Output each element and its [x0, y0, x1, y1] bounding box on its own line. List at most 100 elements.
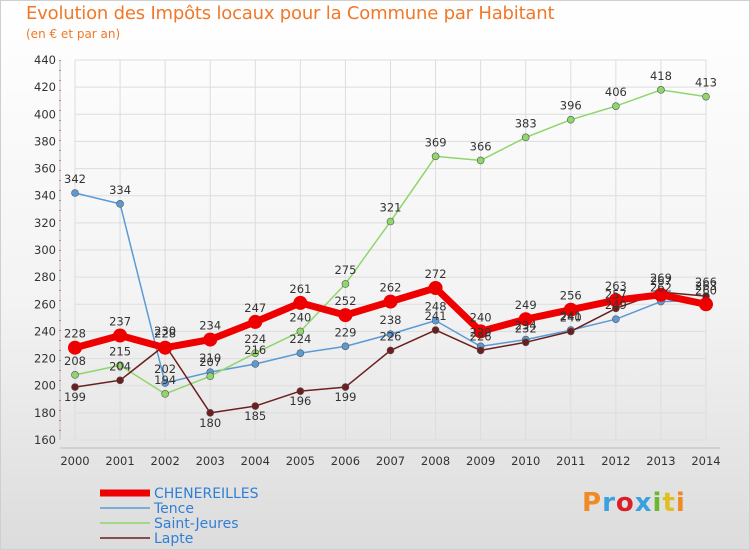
x-tick-label: 2007 — [376, 454, 405, 468]
x-tick-label: 2010 — [511, 454, 540, 468]
data-label: 247 — [244, 301, 266, 315]
y-tick-label: 220 — [34, 352, 56, 366]
data-point — [608, 293, 623, 308]
data-label: 196 — [289, 394, 311, 408]
proxiti-logo: Proxiti — [582, 488, 686, 518]
data-label: 248 — [425, 300, 447, 314]
data-label: 321 — [380, 201, 402, 215]
x-tick-label: 2008 — [421, 454, 450, 468]
data-label: 263 — [695, 279, 717, 293]
logo-letter: i — [652, 488, 663, 518]
data-point — [203, 332, 218, 347]
data-point — [251, 349, 260, 357]
x-tick-label: 2012 — [601, 454, 630, 468]
data-label: 342 — [64, 172, 86, 186]
data-label: 232 — [515, 321, 537, 335]
data-label: 228 — [154, 327, 176, 341]
x-tick-label: 2000 — [60, 454, 89, 468]
data-label: 241 — [560, 309, 582, 323]
data-label: 207 — [199, 355, 221, 369]
data-point — [158, 340, 173, 355]
data-point — [653, 287, 668, 302]
data-point — [657, 86, 665, 94]
data-label: 238 — [380, 313, 402, 327]
data-label: 240 — [470, 310, 492, 324]
data-label: 224 — [289, 332, 311, 346]
data-point — [71, 371, 79, 379]
data-label: 369 — [425, 135, 447, 149]
data-label: 263 — [605, 279, 627, 293]
data-point — [161, 390, 169, 398]
data-point — [386, 217, 395, 226]
data-label: 194 — [154, 373, 176, 387]
y-tick-label: 260 — [34, 297, 56, 311]
data-point — [521, 133, 530, 142]
data-point — [702, 92, 710, 101]
data-point — [341, 280, 350, 288]
logo-letter: o — [615, 488, 635, 518]
data-point — [518, 312, 533, 327]
data-point — [431, 326, 440, 334]
data-point — [428, 281, 443, 295]
data-label: 396 — [560, 99, 582, 113]
data-point — [386, 346, 395, 355]
data-label: 237 — [109, 315, 131, 329]
data-label: 269 — [650, 271, 672, 285]
data-point — [612, 102, 620, 110]
data-point — [341, 342, 350, 351]
data-label: 226 — [380, 329, 402, 343]
data-point — [116, 376, 124, 385]
data-label: 210 — [199, 351, 221, 365]
y-tick-label: 160 — [34, 433, 56, 447]
data-point — [473, 324, 488, 339]
data-label: 262 — [380, 281, 402, 295]
y-tick-label: 200 — [34, 379, 56, 393]
data-label: 413 — [695, 76, 717, 90]
x-tick-label: 2013 — [646, 454, 675, 468]
data-label: 226 — [470, 329, 492, 343]
data-label: 249 — [605, 298, 627, 312]
data-label: 229 — [470, 325, 492, 339]
data-point — [296, 327, 305, 336]
data-point — [566, 115, 575, 124]
y-tick-label: 400 — [34, 107, 56, 121]
data-point — [296, 387, 305, 395]
data-label: 216 — [244, 343, 266, 357]
data-label: 334 — [109, 183, 131, 197]
data-label: 267 — [650, 274, 672, 288]
data-label: 230 — [154, 324, 176, 338]
data-label: 224 — [244, 332, 266, 346]
x-tick-label: 2004 — [241, 454, 270, 468]
x-tick-label: 2014 — [691, 454, 720, 468]
data-point — [248, 314, 263, 329]
data-point — [113, 328, 128, 343]
x-tick-label: 2006 — [331, 454, 360, 468]
data-point — [68, 340, 82, 355]
data-label: 272 — [425, 267, 447, 281]
data-point — [251, 360, 260, 368]
data-label: 199 — [334, 390, 356, 404]
x-tick-label: 2011 — [556, 454, 585, 468]
data-label: 252 — [334, 294, 356, 308]
chart-title: Evolution des Impôts locaux pour la Comm… — [26, 3, 555, 24]
data-label: 275 — [334, 263, 356, 277]
x-tick-label: 2001 — [105, 454, 134, 468]
data-label: 240 — [560, 310, 582, 324]
data-label: 228 — [64, 327, 86, 341]
data-label: 180 — [199, 416, 221, 430]
data-label: 215 — [109, 344, 131, 358]
x-tick-label: 2009 — [466, 454, 495, 468]
data-label: 185 — [244, 409, 266, 423]
logo-letter: x — [634, 488, 653, 518]
data-label: 249 — [515, 298, 537, 312]
data-label: 199 — [64, 390, 86, 404]
data-point — [293, 295, 308, 310]
legend-label: Lapte — [154, 531, 193, 547]
data-point — [476, 346, 485, 355]
data-label: 234 — [199, 319, 221, 333]
data-label: 406 — [605, 85, 627, 99]
data-point — [341, 383, 350, 391]
data-point — [116, 200, 124, 208]
y-tick-label: 280 — [34, 270, 56, 284]
legend-label: Saint-Jeures — [154, 516, 239, 532]
